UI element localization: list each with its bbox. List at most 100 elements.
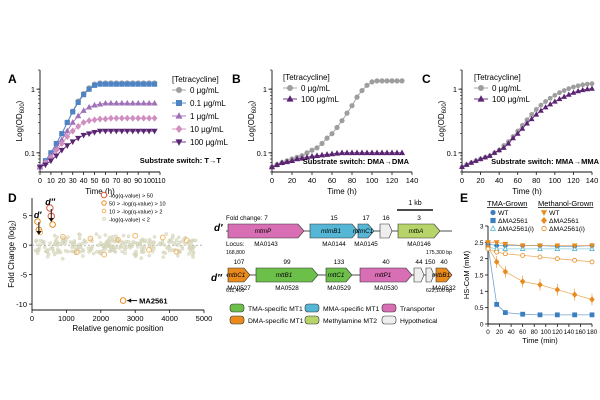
gene-point xyxy=(164,232,168,236)
gene-point xyxy=(161,255,166,259)
legend-label: 0 μg/mL xyxy=(190,86,220,95)
data-point xyxy=(146,114,153,122)
key-label: Transporter xyxy=(400,306,436,313)
coord-end: 175,300 bp xyxy=(426,250,452,256)
x-tick-label: 40 xyxy=(495,176,503,185)
y-tick-label: 0.1 xyxy=(25,149,35,158)
gene-locus: MA0532 xyxy=(432,285,456,292)
gene-point xyxy=(120,241,124,246)
data-point xyxy=(572,257,578,263)
data-point xyxy=(135,128,142,135)
x-tick-label: 40 xyxy=(308,176,316,185)
key-label: TMA-specific MT1 xyxy=(248,306,303,313)
gene-point xyxy=(142,244,147,248)
gene-point xyxy=(139,246,144,250)
data-point xyxy=(556,95,563,102)
x-tick-label: 2000 xyxy=(92,314,109,323)
data-point xyxy=(75,135,82,142)
data-point xyxy=(554,286,561,293)
x-tick-label: 100 xyxy=(549,176,562,185)
data-point xyxy=(542,104,549,110)
gene-fold-change: 16 xyxy=(382,215,390,222)
data-point xyxy=(151,114,158,122)
legend-marker xyxy=(102,217,106,221)
data-point xyxy=(118,114,125,122)
data-point xyxy=(91,116,98,124)
data-point xyxy=(96,100,104,107)
data-point xyxy=(502,310,508,315)
x-tick-label: 80 xyxy=(123,178,131,185)
legend-label: 0 μg/mL xyxy=(301,84,331,93)
legend-label: 0.1 μg/mL xyxy=(190,99,226,108)
data-point xyxy=(102,81,109,87)
gene-point xyxy=(49,246,53,251)
data-point xyxy=(129,114,136,122)
gene-fold-change: 17 xyxy=(362,215,370,222)
gene-point xyxy=(141,249,145,254)
data-point xyxy=(58,140,65,148)
significant-gene-point xyxy=(119,297,127,304)
data-point xyxy=(69,127,76,135)
data-point xyxy=(364,82,370,88)
data-point xyxy=(107,114,114,122)
data-point xyxy=(575,88,581,94)
data-point xyxy=(298,154,306,161)
gene-name: mtmB1 xyxy=(321,228,341,235)
gene-point xyxy=(134,249,138,254)
data-point xyxy=(348,149,356,156)
significant-gene-point xyxy=(101,251,108,258)
legend-marker xyxy=(490,209,496,216)
data-point xyxy=(319,140,325,147)
gene-locus: MA0527 xyxy=(227,285,251,292)
significant-gene-point xyxy=(159,234,166,241)
y-tick-label: -10 xyxy=(16,300,27,309)
gene-point xyxy=(171,233,175,238)
legend-marker xyxy=(175,112,183,119)
data-point xyxy=(502,241,509,248)
gene-point xyxy=(36,248,41,252)
data-point xyxy=(333,150,341,156)
gene-name: mtmC1 xyxy=(353,228,373,235)
data-point xyxy=(113,128,120,135)
data-point xyxy=(354,94,360,100)
gene-point xyxy=(35,251,40,255)
data-point xyxy=(124,128,131,135)
x-tick-label: 1000 xyxy=(58,314,75,323)
data-point xyxy=(537,243,543,249)
data-point xyxy=(589,296,595,303)
y-tick-label: 1 xyxy=(263,85,267,94)
significant-gene-point xyxy=(183,237,190,244)
data-point xyxy=(486,152,493,158)
x-axis-title: Time (h) xyxy=(85,187,115,196)
legend-marker xyxy=(540,210,548,216)
data-point xyxy=(353,149,361,156)
data-point xyxy=(565,91,572,97)
data-point xyxy=(102,128,109,135)
gene-point xyxy=(143,238,148,243)
legend-label: 10 > -log(q-value) > 2 xyxy=(109,210,162,216)
gene-name: mttC1 xyxy=(328,272,345,279)
data-point xyxy=(70,109,76,115)
gene-point xyxy=(180,239,184,243)
gene-point xyxy=(103,247,107,252)
gene-point xyxy=(147,237,152,242)
data-point xyxy=(140,128,147,135)
data-point xyxy=(308,153,316,159)
x-tick-label: 70 xyxy=(112,178,120,185)
gene-locus: MA0528 xyxy=(275,285,299,292)
data-point xyxy=(566,86,572,92)
x-tick-label: 0 xyxy=(30,314,34,323)
data-point xyxy=(97,81,103,87)
x-tick-label: 0 xyxy=(270,176,274,185)
gene-arrow xyxy=(413,267,425,283)
gene-point xyxy=(138,241,143,246)
gene-point xyxy=(123,251,127,255)
gene-point xyxy=(117,246,122,250)
x-axis-title: Time (h) xyxy=(327,187,357,196)
data-point xyxy=(537,254,543,260)
scale-label: 1 kb xyxy=(408,200,421,207)
data-point xyxy=(324,135,330,141)
data-point xyxy=(393,149,401,156)
data-point xyxy=(97,115,103,123)
gene-point xyxy=(71,243,75,247)
